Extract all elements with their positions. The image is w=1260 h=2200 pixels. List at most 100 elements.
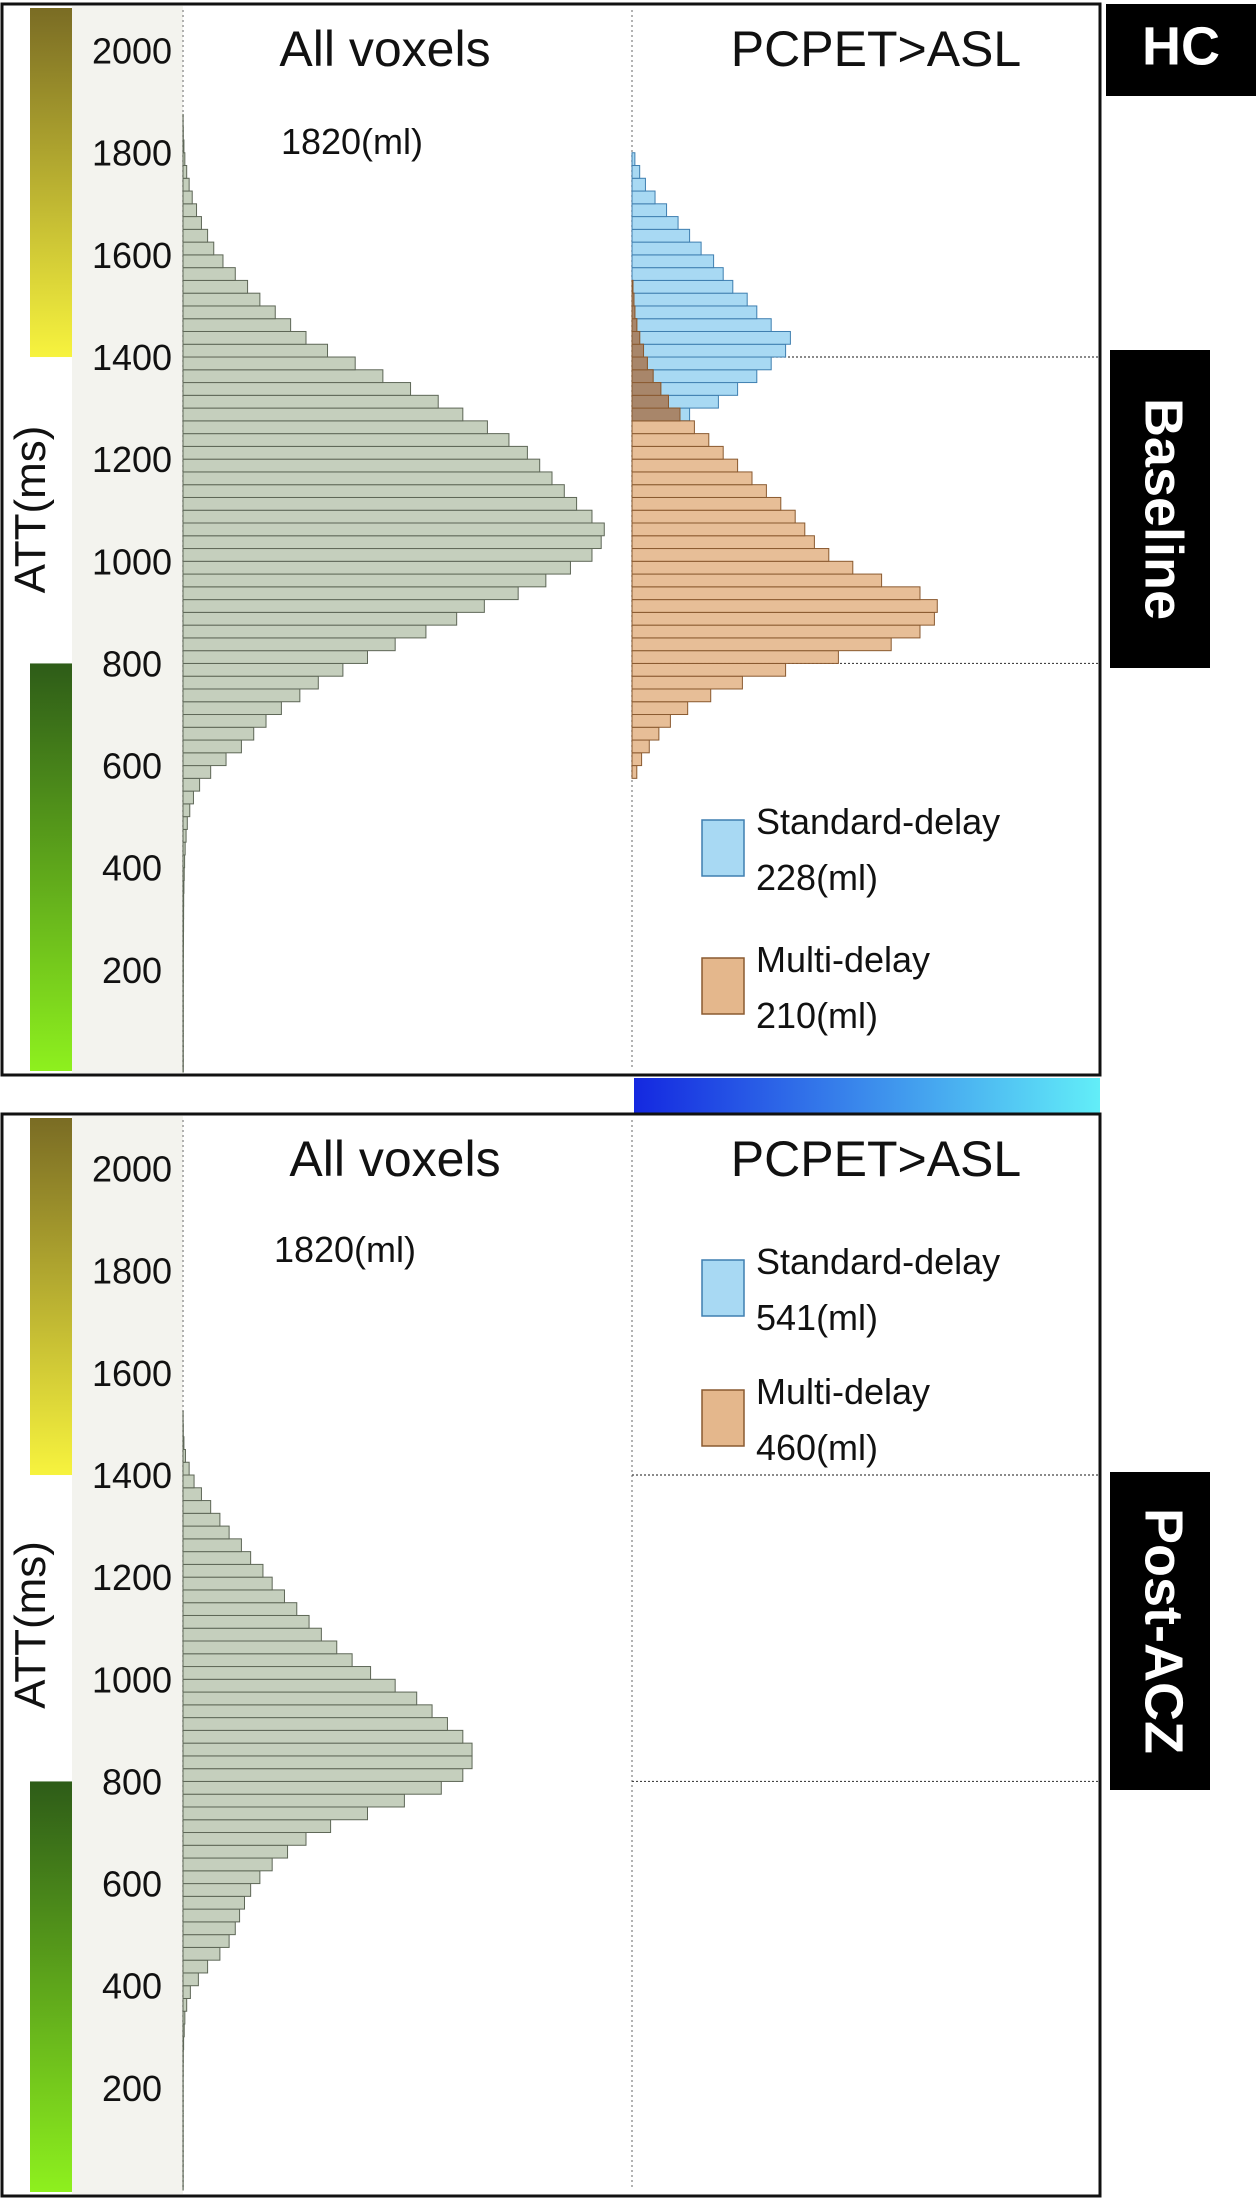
- bar-all: [182, 637, 396, 652]
- bar-all: [182, 790, 194, 805]
- bar-all: [182, 714, 267, 728]
- bar-standard-delay: [631, 203, 668, 218]
- legend-swatch-std: [701, 1259, 745, 1317]
- panel-label-baseline: Baseline: [1134, 398, 1194, 620]
- bar-all: [182, 445, 528, 460]
- bar-all: [182, 228, 209, 243]
- bar-all: [182, 1742, 473, 1757]
- bar-multi-delay: [631, 586, 921, 601]
- bar-all: [182, 675, 319, 690]
- bar-all: [182, 2023, 185, 2038]
- bar-all: [182, 1997, 188, 2012]
- bar-all: [182, 1614, 310, 1629]
- bar-standard-delay: [631, 216, 679, 230]
- bar-all: [182, 343, 329, 358]
- bar-all: [182, 394, 439, 409]
- bar-multi-delay: [631, 611, 935, 626]
- bar-all: [182, 879, 185, 894]
- y-tick-label: 600: [102, 1864, 162, 1905]
- bar-all: [182, 318, 292, 332]
- colorbar-normal: [30, 663, 72, 1071]
- bar-multi-delay: [631, 522, 806, 537]
- bar-multi-delay: [631, 675, 743, 690]
- bar-standard-delay: [631, 343, 787, 358]
- bar-all: [182, 509, 593, 524]
- legend-volume-multi: 210(ml): [756, 995, 878, 1036]
- all-voxels-volume: 1820(ml): [281, 121, 423, 162]
- bar-standard-delay: [631, 177, 646, 192]
- bar-all: [182, 292, 261, 307]
- y-axis-label: ATT(ms): [6, 1541, 55, 1709]
- bar-multi-delay: [631, 662, 787, 677]
- legend-label-multi: Multi-delay: [756, 939, 930, 980]
- bar-all: [182, 522, 605, 537]
- bar-all: [182, 1666, 372, 1680]
- bar-all: [182, 1474, 195, 1489]
- bar-all: [182, 1844, 289, 1859]
- bar-all: [182, 139, 185, 154]
- bar-multi-delay: [631, 471, 753, 486]
- bar-all: [182, 1985, 191, 1999]
- legend-label-std: Standard-delay: [756, 801, 1000, 842]
- y-tick-label: 2000: [92, 31, 172, 72]
- bar-all: [182, 1755, 473, 1770]
- bar-all: [182, 599, 485, 613]
- bar-all: [182, 1870, 261, 1885]
- bar-all: [182, 560, 571, 575]
- bar-standard-delay: [631, 318, 772, 332]
- bar-all: [182, 1602, 298, 1616]
- bar-all: [182, 1589, 285, 1604]
- bar-all: [182, 1806, 368, 1821]
- bar-all: [182, 458, 541, 473]
- bar-all: [182, 1640, 338, 1655]
- bar-overlap: [631, 356, 648, 371]
- bar-all: [182, 1717, 448, 1731]
- bar-all: [182, 739, 242, 754]
- y-tick-label: 2000: [92, 1149, 172, 1190]
- y-tick-label: 1600: [92, 235, 172, 276]
- y-tick-label: 1600: [92, 1353, 172, 1394]
- panel-baseline: 200 400 600 800 1000 1200 1400 1600 1800 2000 ATT(…: [0, 2, 1102, 1077]
- panel-label-box-post-acz: [1110, 1472, 1210, 1790]
- bar-all: [182, 1576, 273, 1591]
- bar-all: [182, 484, 565, 498]
- legend-label-std: Standard-delay: [756, 1241, 1000, 1282]
- bar-all: [182, 1959, 209, 1974]
- bar-all: [182, 726, 255, 741]
- bar-multi-delay: [631, 433, 710, 447]
- bar-all: [182, 1627, 322, 1642]
- bar-multi-delay: [631, 560, 854, 575]
- bar-all: [182, 1819, 332, 1834]
- bar-all: [182, 624, 427, 639]
- group-label: HC: [1142, 16, 1220, 76]
- bar-all: [182, 1653, 353, 1668]
- y-tick-label: 1800: [92, 133, 172, 174]
- bar-all: [182, 1691, 418, 1706]
- bar-all: [182, 382, 412, 396]
- bar-all: [182, 1678, 396, 1693]
- y-tick-label: 1000: [92, 1659, 172, 1700]
- bar-all: [182, 1972, 199, 1987]
- legend-volume-std: 228(ml): [756, 857, 878, 898]
- y-tick-label: 1400: [92, 1455, 172, 1496]
- bar-all: [182, 177, 190, 192]
- column-title-all: All voxels: [289, 1131, 500, 1187]
- bar-all: [182, 2010, 186, 2025]
- bar-all: [182, 2036, 185, 2051]
- bar-all: [182, 152, 186, 167]
- bar-all: [182, 1487, 202, 1502]
- bar-all: [182, 1857, 273, 1872]
- bar-multi-delay: [631, 573, 883, 588]
- bar-all: [182, 241, 215, 256]
- y-tick-label: 200: [102, 2068, 162, 2109]
- colorbar-delayed: [30, 1118, 72, 1476]
- bar-all: [182, 369, 384, 384]
- column-title-all: All voxels: [279, 21, 490, 77]
- bar-standard-delay: [631, 279, 734, 294]
- y-tick-label: 400: [102, 1966, 162, 2007]
- bar-all: [182, 1704, 433, 1719]
- bar-multi-delay: [631, 548, 830, 562]
- bar-all: [182, 662, 344, 677]
- bar-all: [182, 918, 185, 933]
